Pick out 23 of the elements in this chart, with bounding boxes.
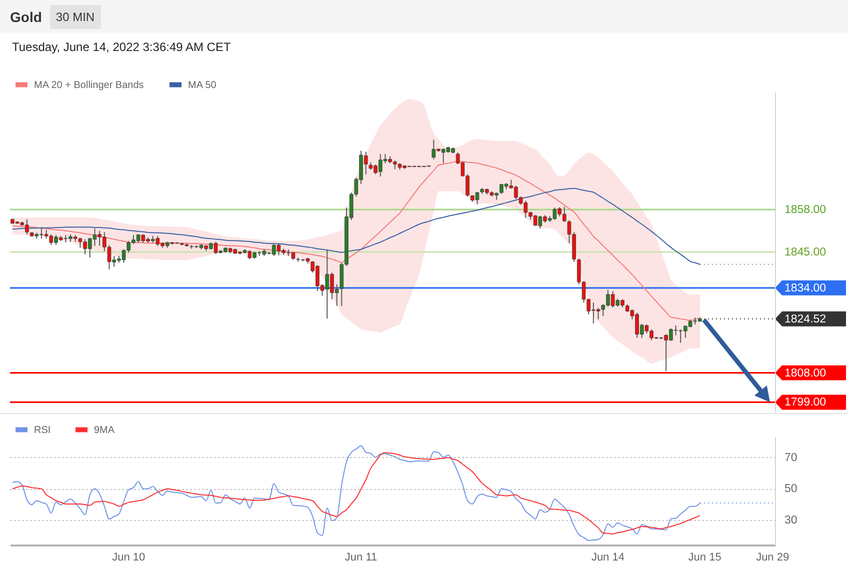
y-tick-label: 70 [784, 452, 798, 464]
x-tick-label: Jun 10 [112, 552, 146, 564]
legend-label: RSI [34, 424, 51, 436]
line-series [12, 188, 700, 265]
y-tick-label: 50 [784, 483, 798, 496]
y-tick-label: 30 [784, 514, 798, 526]
legend-label: MA 20 + Bollinger Bands [34, 80, 144, 91]
x-tick-label: Jun 29 [756, 552, 790, 564]
y-tick-label: 1834.00 [784, 282, 826, 294]
y-tick-label: 1799.00 [784, 396, 826, 409]
y-tick-label: 1808.00 [784, 367, 826, 380]
x-tick-label: Jun 14 [591, 552, 624, 564]
legend-label: 9MA [94, 424, 115, 436]
y-tick-label: 1858.00 [784, 204, 826, 216]
legend-label: MA 50 [188, 80, 217, 91]
line-series [12, 160, 700, 322]
x-tick-label: Jun 11 [344, 552, 378, 564]
chart-subtitle: Tuesday, June 14, 2022 3:36:49 AM CET [12, 40, 231, 54]
x-tick-label: Jun 15 [688, 552, 722, 564]
text: 30 MIN [50, 4, 101, 28]
chart-title: Gold [10, 8, 42, 24]
y-tick-label: 1845.00 [784, 246, 826, 258]
y-tick-label: 1824.52 [784, 313, 826, 326]
